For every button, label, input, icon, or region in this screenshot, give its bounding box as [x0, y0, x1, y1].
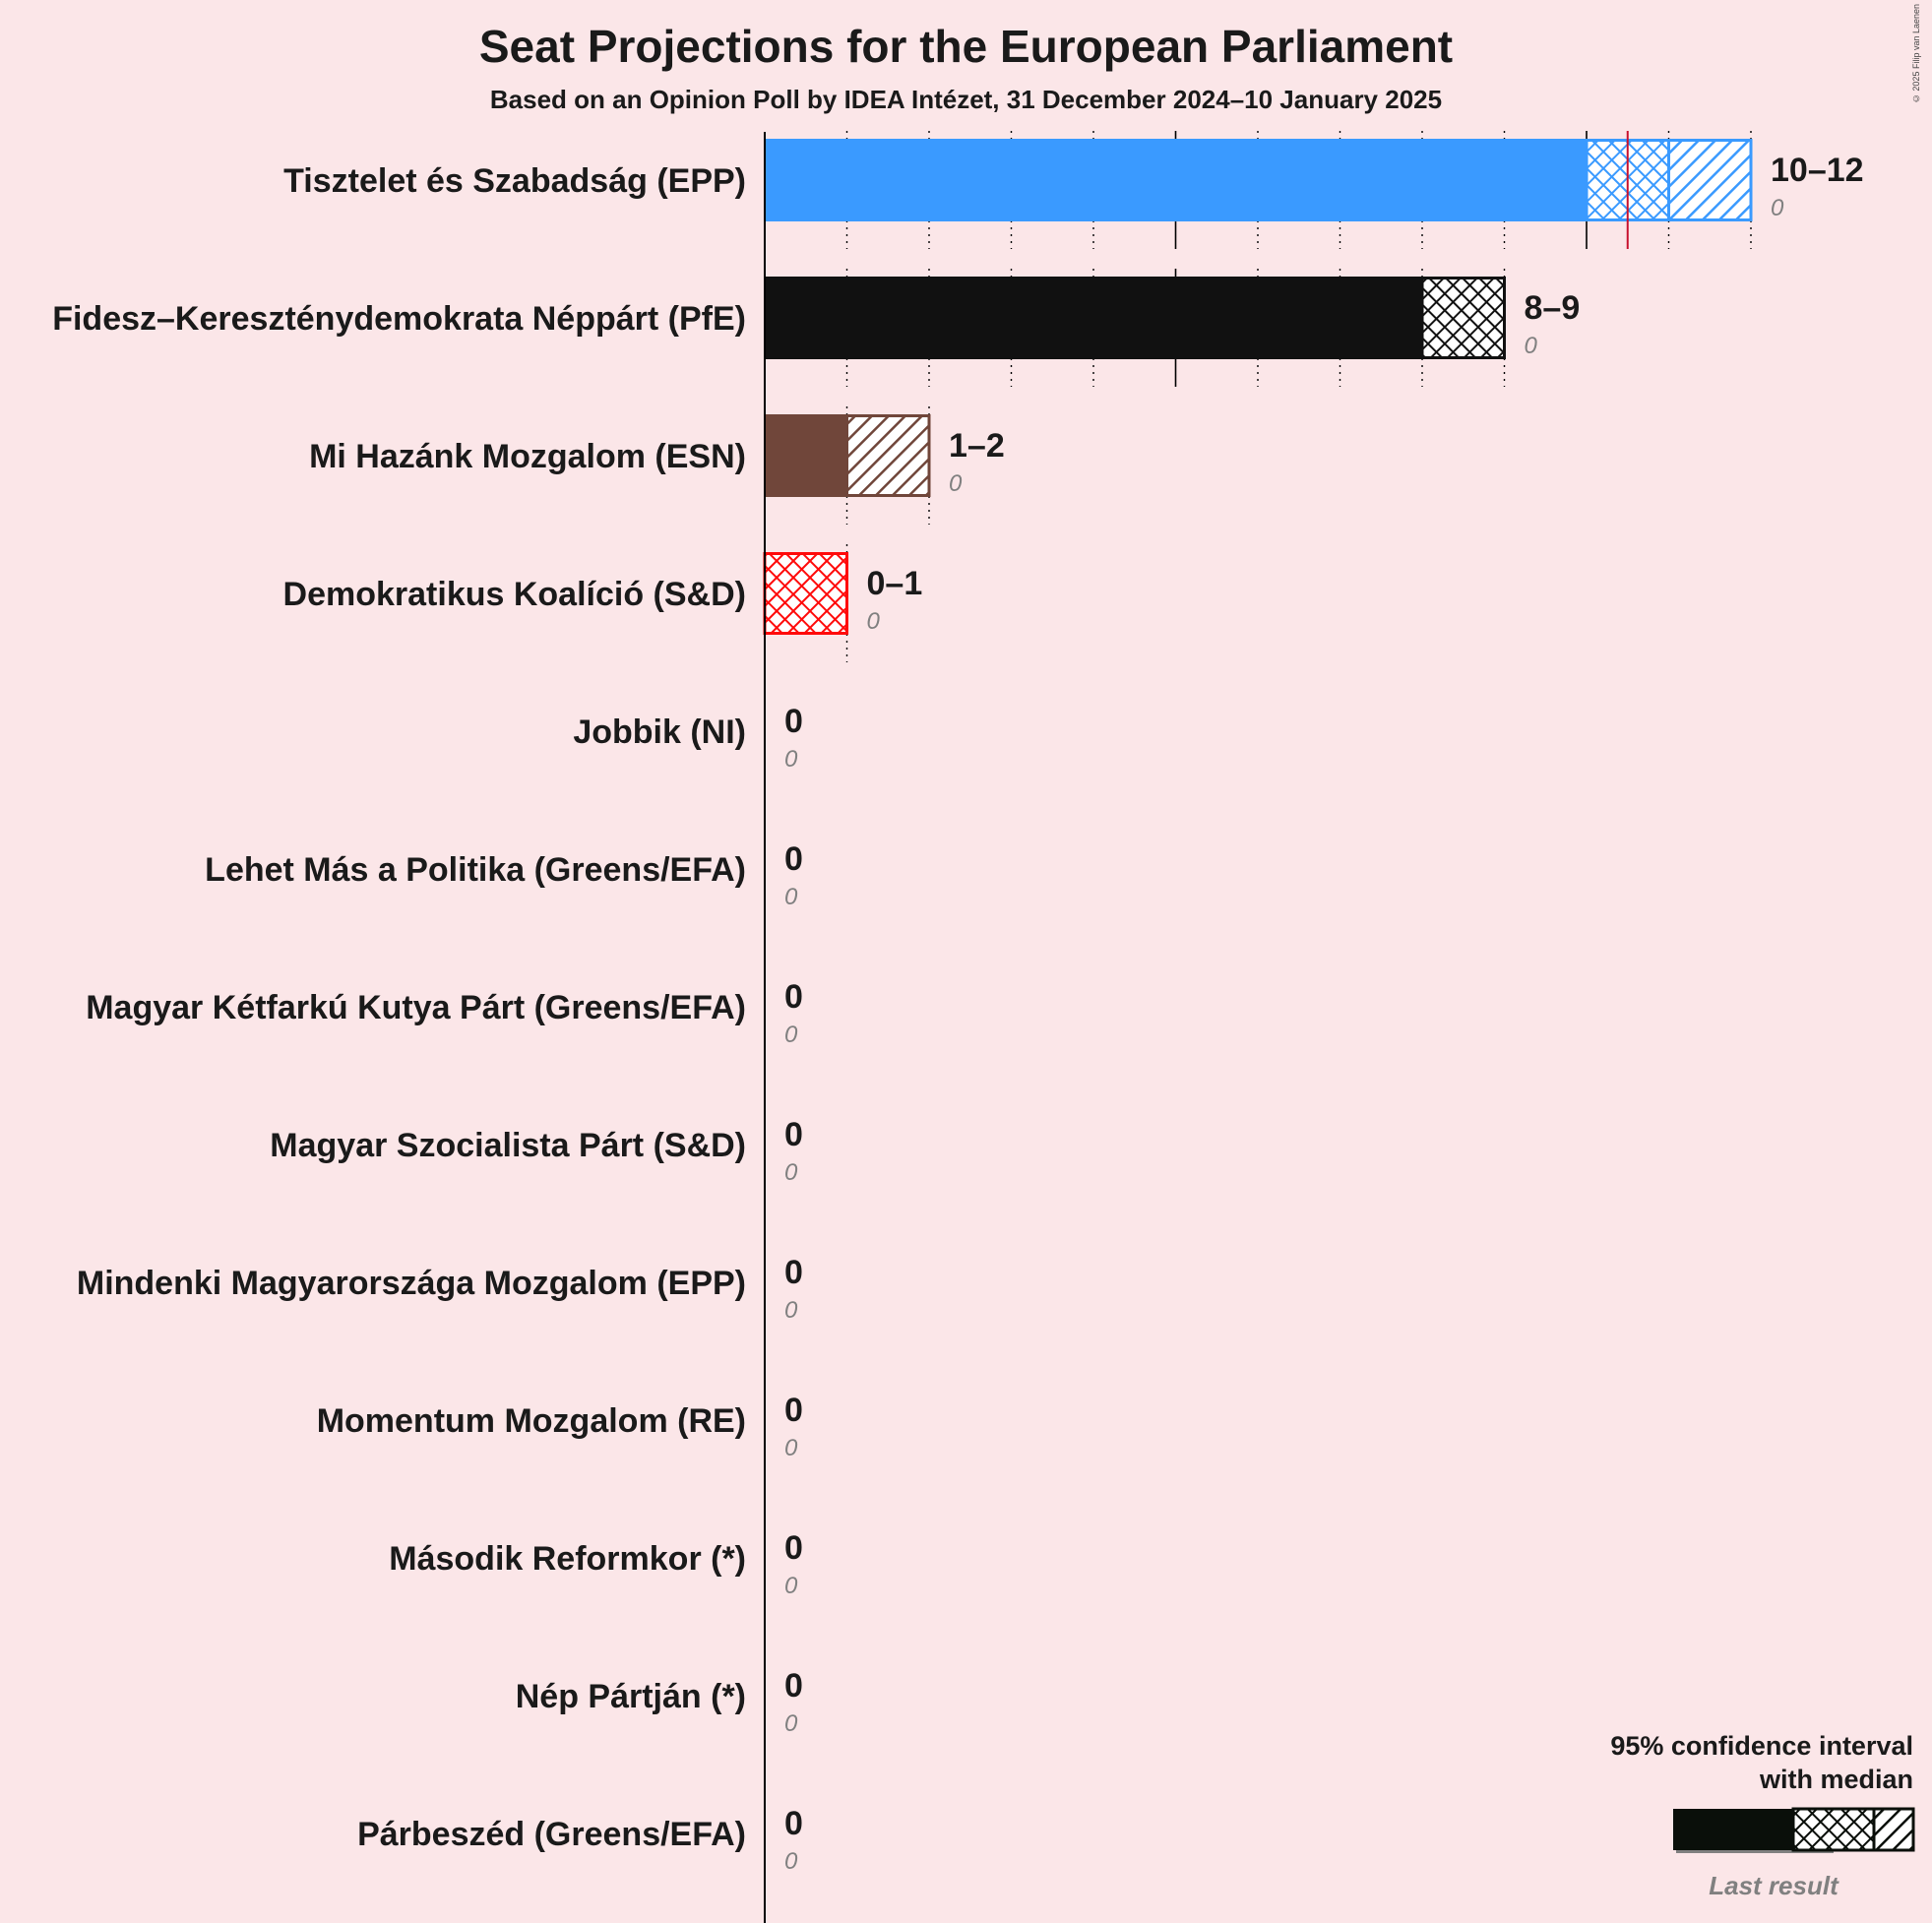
party-label-nep-partjan: Nép Pártján (*) [516, 1678, 746, 1715]
bar-solid-tisztelet-es-szabadsag-epp [765, 139, 1587, 221]
range-label-magyar-szocialista-part-s-d: 0 [784, 1116, 803, 1153]
last-result-label-mindenki-magyarorszaga-mozgalom-epp: 0 [784, 1297, 798, 1324]
labels-layer: Tisztelet és Szabadság (EPP) 10–12 0 Fidesz… [52, 152, 1863, 1875]
party-label-demokratikus-koalicio-s-d: Demokratikus Koalíció (S&D) [283, 576, 746, 613]
party-label-momentum-mozgalom-re: Momentum Mozgalom (RE) [317, 1402, 746, 1440]
bar-solid-mi-hazank-mozgalom-esn [765, 414, 847, 497]
legend-solid-bar [1673, 1809, 1793, 1850]
last-result-label-parbeszed-greens-efa: 0 [784, 1848, 798, 1875]
bars-layer [763, 131, 1753, 635]
last-result-label-lehet-mas-a-politika-greens-efa: 0 [784, 884, 798, 910]
last-result-label-magyar-ketfarku-kutya-part-greens-efa: 0 [784, 1022, 798, 1048]
legend-crosshatch-bar [1791, 1807, 1876, 1852]
chart-title: Seat Projections for the European Parlia… [478, 21, 1454, 72]
bar-ci-lower-fidesz-keresztenydemokrata-neppart-pfe [1420, 277, 1506, 359]
range-label-jobbik-ni: 0 [784, 703, 803, 740]
bar-solid-fidesz-keresztenydemokrata-neppart-pfe [765, 277, 1422, 359]
range-label-tisztelet-es-szabadsag-epp: 10–12 [1771, 152, 1864, 189]
party-label-jobbik-ni: Jobbik (NI) [573, 713, 746, 751]
last-result-label-jobbik-ni: 0 [784, 746, 798, 773]
last-result-label-tisztelet-es-szabadsag-epp: 0 [1771, 195, 1784, 221]
party-label-parbeszed-greens-efa: Párbeszéd (Greens/EFA) [357, 1816, 746, 1853]
last-result-label-fidesz-keresztenydemokrata-neppart-pfe: 0 [1525, 333, 1538, 359]
legend-last-result-label: Last result [1709, 1871, 1839, 1900]
range-label-fidesz-keresztenydemokrata-neppart-pfe: 8–9 [1525, 289, 1581, 327]
last-result-label-demokratikus-koalicio-s-d: 0 [867, 608, 881, 635]
bar-ci-upper-tisztelet-es-szabadsag-epp [1667, 139, 1753, 221]
range-label-mindenki-magyarorszaga-mozgalom-epp: 0 [784, 1254, 803, 1291]
party-label-mi-hazank-mozgalom-esn: Mi Hazánk Mozgalom (ESN) [309, 438, 746, 475]
last-result-label-nep-partjan: 0 [784, 1710, 798, 1737]
legend: 95% confidence interval with median Last… [1610, 1731, 1915, 1900]
range-label-mi-hazank-mozgalom-esn: 1–2 [949, 427, 1005, 465]
chart-subtitle: Based on an Opinion Poll by IDEA Intézet… [489, 85, 1443, 114]
bar-ci-lower-demokratikus-koalicio-s-d [763, 552, 848, 635]
legend-hatch-bar [1872, 1807, 1915, 1852]
party-label-fidesz-keresztenydemokrata-neppart-pfe: Fidesz–Kereszténydemokrata Néppárt (PfE) [52, 300, 746, 338]
last-result-label-masodik-reformkor: 0 [784, 1573, 798, 1599]
range-label-nep-partjan: 0 [784, 1667, 803, 1705]
range-label-demokratikus-koalicio-s-d: 0–1 [867, 565, 923, 602]
legend-title-line2: with median [1759, 1765, 1913, 1794]
party-label-masodik-reformkor: Második Reformkor (*) [389, 1540, 746, 1578]
party-label-mindenki-magyarorszaga-mozgalom-epp: Mindenki Magyarországa Mozgalom (EPP) [77, 1265, 746, 1302]
bar-ci-upper-mi-hazank-mozgalom-esn [845, 414, 931, 497]
range-label-lehet-mas-a-politika-greens-efa: 0 [784, 840, 803, 878]
party-label-magyar-szocialista-part-s-d: Magyar Szocialista Párt (S&D) [270, 1127, 746, 1164]
range-label-masodik-reformkor: 0 [784, 1529, 803, 1567]
legend-title-line1: 95% confidence interval [1610, 1731, 1913, 1761]
range-label-momentum-mozgalom-re: 0 [784, 1392, 803, 1429]
range-label-magyar-ketfarku-kutya-part-greens-efa: 0 [784, 978, 803, 1016]
last-result-label-mi-hazank-mozgalom-esn: 0 [949, 470, 963, 497]
party-label-tisztelet-es-szabadsag-epp: Tisztelet és Szabadság (EPP) [283, 162, 746, 200]
party-label-magyar-ketfarku-kutya-part-greens-efa: Magyar Kétfarkú Kutya Párt (Greens/EFA) [86, 989, 746, 1026]
range-label-parbeszed-greens-efa: 0 [784, 1805, 803, 1842]
last-result-label-magyar-szocialista-part-s-d: 0 [784, 1159, 798, 1186]
last-result-label-momentum-mozgalom-re: 0 [784, 1435, 798, 1461]
party-label-lehet-mas-a-politika-greens-efa: Lehet Más a Politika (Greens/EFA) [205, 851, 746, 889]
